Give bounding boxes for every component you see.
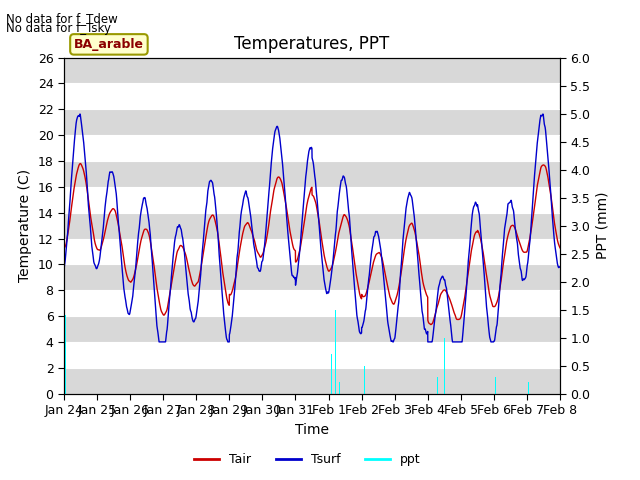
Text: BA_arable: BA_arable — [74, 38, 144, 51]
Bar — [64, 290, 560, 316]
Text: No data for f_Tsky: No data for f_Tsky — [6, 22, 111, 35]
Bar — [64, 135, 560, 161]
Bar — [64, 239, 560, 264]
Bar — [64, 32, 560, 58]
Bar — [64, 84, 560, 109]
Bar — [64, 342, 560, 368]
Title: Temperatures, PPT: Temperatures, PPT — [234, 35, 390, 53]
Text: No data for f_Tdew: No data for f_Tdew — [6, 12, 118, 25]
X-axis label: Time: Time — [295, 422, 329, 437]
Y-axis label: PPT (mm): PPT (mm) — [596, 192, 610, 259]
Legend: Tair, Tsurf, ppt: Tair, Tsurf, ppt — [189, 448, 426, 471]
Bar — [64, 187, 560, 213]
Y-axis label: Temperature (C): Temperature (C) — [18, 169, 32, 282]
